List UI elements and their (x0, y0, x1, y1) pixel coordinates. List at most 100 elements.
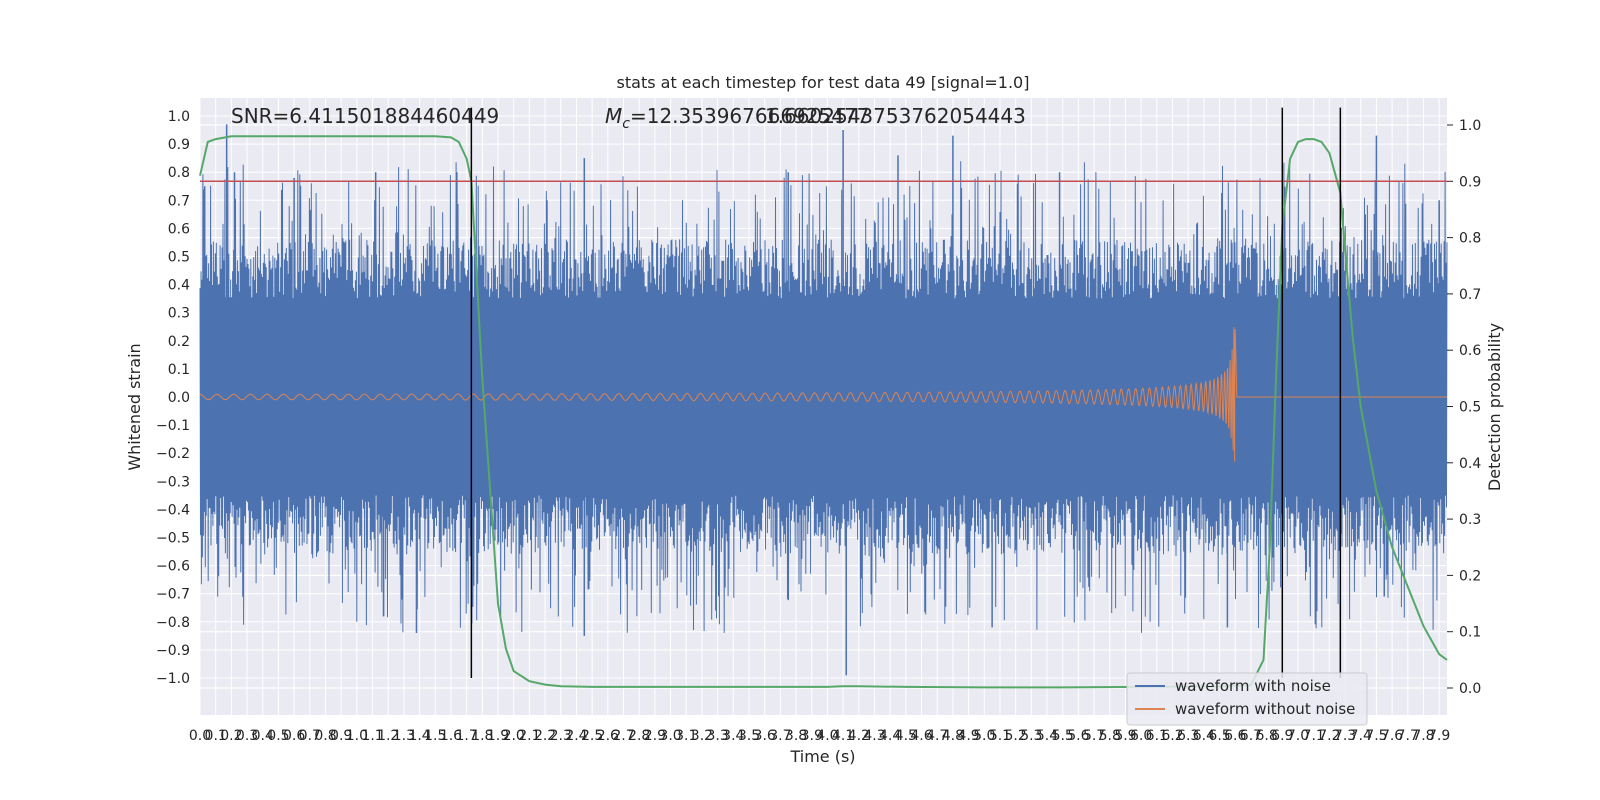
x-tick-label: 3.4 (722, 728, 744, 744)
x-tick-label: 4.3 (863, 728, 885, 744)
x-tick-label: 2.8 (628, 728, 650, 744)
x-tick-label: 7.2 (1318, 728, 1340, 744)
y-tick-label: −0.8 (156, 615, 190, 631)
y-tick-label: 0.0 (168, 390, 190, 406)
x-tick-label: 5.2 (1005, 728, 1027, 744)
y-tick-label: −0.5 (156, 531, 190, 547)
x-tick-label: 4.2 (848, 728, 870, 744)
x-tick-label: 7.1 (1303, 728, 1325, 744)
x-tick-label: 2.3 (550, 728, 572, 744)
x-tick-label: 1.5 (424, 728, 446, 744)
x-tick-label: 1.7 (456, 728, 478, 744)
x-tick-label: 1.4 (408, 728, 430, 744)
y-right-tick-label: 0.6 (1459, 343, 1481, 359)
noise-waveform (199, 161, 1448, 633)
x-tick-label: 0.0 (189, 728, 211, 744)
y-right-axis-label: Detection probability (1485, 323, 1504, 491)
y-tick-label: 1.0 (168, 109, 190, 125)
x-tick-label: 0.5 (267, 728, 289, 744)
x-tick-label: 3.5 (738, 728, 760, 744)
y-tick-label: −0.1 (156, 418, 190, 434)
x-tick-label: 7.4 (1350, 728, 1372, 744)
x-tick-label: 7.9 (1428, 728, 1450, 744)
x-tick-label: 2.2 (534, 728, 556, 744)
x-tick-label: 6.8 (1255, 728, 1277, 744)
x-tick-label: 1.1 (361, 728, 383, 744)
y-right-tick-label: 0.1 (1459, 625, 1481, 641)
snr-annotation: SNR=6.411501884460449 (231, 104, 499, 128)
x-tick-label: 6.5 (1208, 728, 1230, 744)
x-tick-label: 6.3 (1177, 728, 1199, 744)
y-right-tick-label: 0.5 (1459, 400, 1481, 416)
x-tick-label: 2.9 (644, 728, 666, 744)
y-tick-label: −0.6 (156, 559, 190, 575)
x-tick-label: 4.6 (910, 728, 932, 744)
x-tick-label: 0.2 (220, 728, 242, 744)
y-tick-label: 0.2 (168, 334, 190, 350)
x-tick-label: 3.6 (754, 728, 776, 744)
x-tick-label: 5.8 (1099, 728, 1121, 744)
x-tick-label: 6.1 (1146, 728, 1168, 744)
x-tick-label: 1.2 (377, 728, 399, 744)
x-tick-label: 4.9 (957, 728, 979, 744)
chart-title: stats at each timestep for test data 49 … (617, 73, 1030, 92)
y-tick-label: 0.5 (168, 250, 190, 266)
x-tick-label: 1.9 (487, 728, 509, 744)
x-tick-label: 3.8 (785, 728, 807, 744)
x-tick-label: 6.6 (1224, 728, 1246, 744)
y-right-tick-label: 0.8 (1459, 231, 1481, 247)
x-tick-label: 7.8 (1412, 728, 1434, 744)
x-tick-label: 1.3 (393, 728, 415, 744)
x-tick-label: 2.6 (597, 728, 619, 744)
x-tick-label: 0.7 (299, 728, 321, 744)
mc-value: =12.353967666925477 (630, 104, 869, 128)
legend: waveform with noise waveform without noi… (1126, 672, 1368, 726)
x-tick-label: 3.1 (675, 728, 697, 744)
x-tick-label: 5.4 (1036, 728, 1058, 744)
y-tick-label: 0.3 (168, 306, 190, 322)
x-tick-label: 7.5 (1365, 728, 1387, 744)
x-tick-label: 0.4 (252, 728, 274, 744)
x-tick-label: 5.9 (1114, 728, 1136, 744)
y-right-tick-label: 1.0 (1459, 118, 1481, 134)
x-tick-label: 1.0 (346, 728, 368, 744)
y-right-tick-label: 0.0 (1459, 681, 1481, 697)
legend-label-clean: waveform without noise (1175, 700, 1355, 718)
x-tick-label: 4.8 (942, 728, 964, 744)
x-tick-label: 5.6 (1067, 728, 1089, 744)
y-tick-label: −0.9 (156, 643, 190, 659)
legend-label-noise: waveform with noise (1175, 677, 1331, 695)
x-tick-label: 5.5 (1052, 728, 1074, 744)
x-tick-label: 5.3 (1020, 728, 1042, 744)
y-tick-label: 0.1 (168, 362, 190, 378)
y-right-ticks: 1.0 0.9 0.8 0.7 0.6 0.5 0.4 0.3 0.2 0.1 0.0 (1447, 118, 1481, 697)
y-tick-label: −1.0 (156, 671, 190, 687)
y-tick-label: 0.6 (168, 221, 190, 237)
x-tick-label: 5.7 (1083, 728, 1105, 744)
overlap-annotation: 1.6602543753762054443 (765, 104, 1026, 128)
x-tick-label: 3.2 (691, 728, 713, 744)
x-tick-label: 7.6 (1381, 728, 1403, 744)
x-tick-label: 5.1 (989, 728, 1011, 744)
y-tick-label: −0.7 (156, 587, 190, 603)
x-tick-label: 0.6 (283, 728, 305, 744)
mc-annotation: Mc=12.353967666925477 (605, 104, 869, 132)
y-tick-label: −0.4 (156, 502, 190, 518)
y-right-tick-label: 0.3 (1459, 512, 1481, 528)
x-tick-label: 3.9 (801, 728, 823, 744)
y-tick-label: 0.7 (168, 193, 190, 209)
y-ticks: 1.0 0.9 0.8 0.7 0.6 0.5 0.4 0.3 0.2 0.1 0.0 −0.1 −0.… (156, 109, 190, 687)
x-tick-label: 6.2 (1161, 728, 1183, 744)
mc-symbol: M (605, 104, 622, 128)
x-tick-label: 2.4 (565, 728, 587, 744)
x-tick-label: 3.0 (659, 728, 681, 744)
x-tick-label: 7.3 (1334, 728, 1356, 744)
x-tick-label: 6.7 (1240, 728, 1262, 744)
x-tick-label: 2.1 (518, 728, 540, 744)
x-axis-label: Time (s) (789, 747, 855, 766)
y-axis-label: Whitened strain (125, 343, 144, 470)
y-right-tick-label: 0.2 (1459, 568, 1481, 584)
legend-box (1126, 672, 1368, 726)
x-tick-label: 0.1 (205, 728, 227, 744)
y-tick-label: 0.4 (168, 278, 190, 294)
